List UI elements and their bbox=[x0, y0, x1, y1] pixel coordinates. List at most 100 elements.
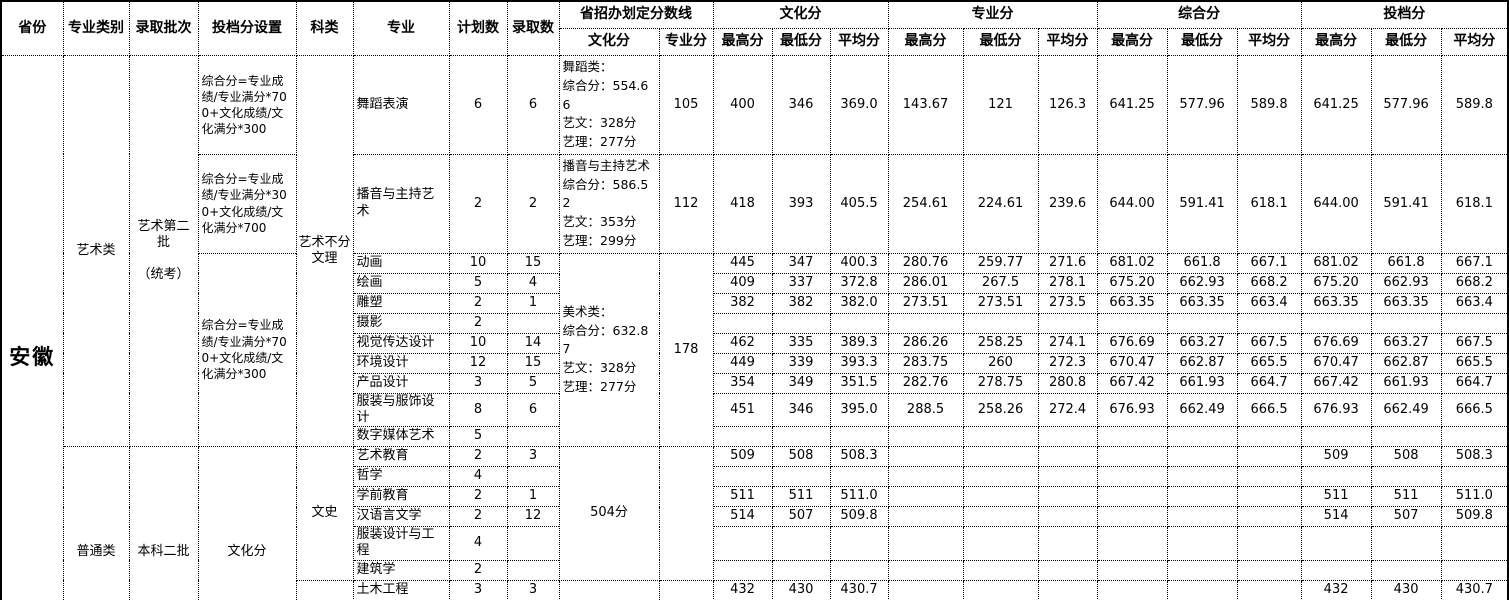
major-cell: 舞蹈表演 bbox=[352, 55, 450, 155]
data-cell bbox=[712, 526, 773, 561]
col-cutoff-professional: 专业分 bbox=[658, 28, 714, 56]
data-cell bbox=[1037, 312, 1098, 334]
data-cell bbox=[1236, 312, 1302, 334]
data-cell bbox=[1300, 526, 1372, 561]
data-cell: 675.20 bbox=[1096, 272, 1168, 294]
data-cell bbox=[1166, 486, 1238, 507]
data-cell: 351.5 bbox=[829, 372, 889, 394]
data-cell: 662.93 bbox=[1370, 272, 1442, 294]
data-cell bbox=[771, 559, 831, 581]
data-cell: 509 bbox=[712, 446, 773, 467]
data-cell bbox=[1166, 466, 1238, 487]
data-cell: 432 bbox=[712, 579, 773, 600]
data-cell: 1 bbox=[506, 486, 560, 507]
data-cell: 662.87 bbox=[1166, 352, 1238, 374]
data-cell: 511 bbox=[1300, 486, 1372, 507]
data-cell: 271.6 bbox=[1037, 252, 1098, 274]
data-cell: 670.47 bbox=[1300, 352, 1372, 374]
table-row: 视觉传达设计 10 14 462 335 389.3 286.26 258.25 274.1 67… bbox=[1, 332, 1509, 354]
data-cell: 663.35 bbox=[1300, 292, 1372, 314]
data-cell: 2 bbox=[448, 559, 508, 581]
data-cell bbox=[1440, 312, 1509, 334]
data-cell bbox=[962, 312, 1039, 334]
data-cell: 577.96 bbox=[1370, 55, 1442, 155]
data-cell: 509.8 bbox=[1440, 506, 1509, 527]
data-cell: 667.1 bbox=[1236, 252, 1302, 274]
table-row: 综合分=专业成绩/专业满分*700+文化成绩/文化满分*300 动画 10 15 美术类… bbox=[1, 252, 1509, 447]
data-cell: 14 bbox=[506, 332, 560, 354]
major-cell: 艺术教育 bbox=[352, 446, 450, 467]
data-cell: 511.0 bbox=[829, 486, 889, 507]
col-provincial-cutoff: 省招办划定分数线 bbox=[558, 0, 714, 29]
table-row: 绘画 5 4 409 337 372.8 286.01 267.5 278.1 675.20 662… bbox=[1, 272, 1509, 294]
data-cell bbox=[887, 486, 964, 507]
col-major: 专业 bbox=[352, 0, 450, 56]
data-cell: 288.5 bbox=[887, 392, 964, 427]
data-cell: 664.7 bbox=[1236, 372, 1302, 394]
data-cell bbox=[1037, 506, 1098, 527]
data-cell: 405.5 bbox=[829, 153, 889, 254]
data-cell: 430 bbox=[771, 579, 831, 600]
data-cell bbox=[1440, 526, 1509, 561]
data-cell: 507 bbox=[1370, 506, 1442, 527]
data-cell bbox=[1096, 506, 1168, 527]
data-cell bbox=[1096, 486, 1168, 507]
data-cell: 663.27 bbox=[1166, 332, 1238, 354]
data-cell: 354 bbox=[712, 372, 773, 394]
major-cell: 建筑学 bbox=[352, 559, 450, 581]
data-cell: 508 bbox=[771, 446, 831, 467]
setting-culture-score: 文化分 bbox=[197, 446, 297, 600]
data-cell: 663.35 bbox=[1096, 292, 1168, 314]
header-cell: 最低分 bbox=[1370, 28, 1442, 56]
data-cell: 2 bbox=[448, 292, 508, 314]
data-cell: 662.49 bbox=[1166, 392, 1238, 427]
category-general: 普通类 bbox=[62, 446, 130, 600]
data-cell: 676.93 bbox=[1096, 392, 1168, 427]
data-cell: 509.8 bbox=[829, 506, 889, 527]
data-cell bbox=[1370, 312, 1442, 334]
data-cell: 273.5 bbox=[1037, 292, 1098, 314]
data-cell: 2 bbox=[506, 153, 560, 254]
data-cell: 382 bbox=[712, 292, 773, 314]
data-cell: 514 bbox=[1300, 506, 1372, 527]
data-cell bbox=[506, 526, 560, 561]
data-cell: 400 bbox=[712, 55, 773, 155]
data-cell: 2 bbox=[448, 153, 508, 254]
data-cell bbox=[1096, 466, 1168, 487]
data-cell: 432 bbox=[1300, 579, 1372, 600]
data-cell: 662.87 bbox=[1370, 352, 1442, 374]
province-cell: 安徽 bbox=[0, 55, 64, 600]
col-comprehensive-score: 综合分 bbox=[1096, 0, 1302, 29]
data-cell: 10 bbox=[448, 252, 508, 274]
data-cell bbox=[887, 446, 964, 467]
data-cell: 258.25 bbox=[962, 332, 1039, 354]
data-cell: 663.4 bbox=[1440, 292, 1509, 314]
data-cell: 681.02 bbox=[1096, 252, 1168, 274]
data-cell bbox=[1440, 426, 1509, 447]
data-cell: 143.67 bbox=[887, 55, 964, 155]
data-cell: 430.7 bbox=[829, 579, 889, 600]
data-cell: 10 bbox=[448, 332, 508, 354]
data-cell: 273.51 bbox=[962, 292, 1039, 314]
data-cell: 260 bbox=[962, 352, 1039, 374]
data-cell bbox=[1166, 312, 1238, 334]
data-cell bbox=[1440, 559, 1509, 581]
header-cell: 平均分 bbox=[829, 28, 889, 56]
data-cell: 409 bbox=[712, 272, 773, 294]
major-cell: 服装与服饰设计 bbox=[352, 392, 450, 427]
cutoff-cell: 504分 bbox=[558, 446, 660, 581]
data-cell: 3 bbox=[506, 446, 560, 467]
data-cell: 286.26 bbox=[887, 332, 964, 354]
data-cell bbox=[962, 466, 1039, 487]
data-cell bbox=[771, 526, 831, 561]
data-cell: 662.49 bbox=[1370, 392, 1442, 427]
major-cell: 播音与主持艺术 bbox=[352, 153, 450, 254]
data-cell: 105 bbox=[658, 55, 714, 155]
data-cell bbox=[1037, 486, 1098, 507]
col-cutoff-culture: 文化分 bbox=[558, 28, 660, 56]
data-cell: 178 bbox=[658, 252, 714, 447]
data-cell bbox=[829, 466, 889, 487]
data-cell: 514 bbox=[712, 506, 773, 527]
